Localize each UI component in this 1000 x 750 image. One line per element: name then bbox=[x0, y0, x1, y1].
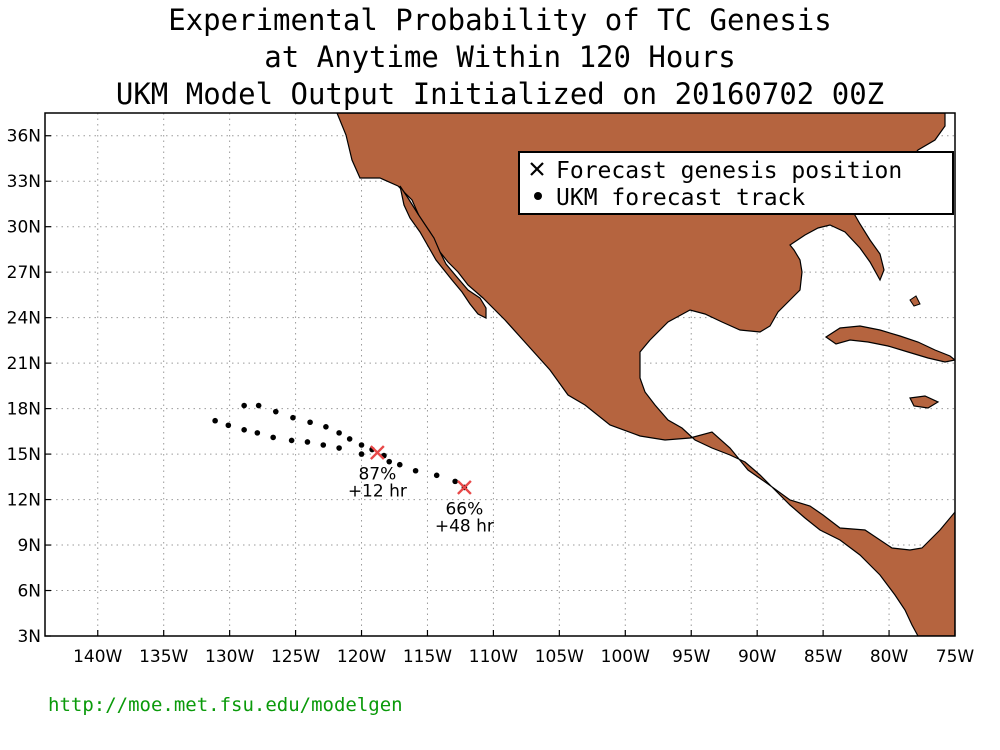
jamaica bbox=[909, 395, 940, 409]
track-point bbox=[255, 402, 262, 409]
cuba bbox=[824, 325, 955, 363]
x-tick-label: 130W bbox=[205, 647, 254, 667]
y-tick-label: 33N bbox=[7, 172, 41, 192]
x-tick-label: 75W bbox=[936, 647, 975, 667]
genesis-markers: 87%+12 hr 66%+48 hr bbox=[348, 445, 494, 536]
track-point bbox=[412, 467, 419, 474]
track-point bbox=[290, 414, 296, 421]
plot-frame bbox=[44, 112, 956, 637]
track-legend-icon bbox=[534, 192, 542, 200]
genesis-x-stroke bbox=[457, 480, 472, 495]
genesis-hour-label: +12 hr bbox=[348, 482, 407, 502]
track-point bbox=[433, 472, 440, 479]
x-tick-label: 95W bbox=[672, 647, 711, 667]
x-tick-label: 110W bbox=[469, 647, 518, 667]
title-line-2: at Anytime Within 120 Hours bbox=[264, 40, 736, 74]
track-point bbox=[212, 417, 218, 424]
x-tick-label: 115W bbox=[403, 647, 452, 667]
y-tick-label: 12N bbox=[7, 491, 41, 511]
title-line-1: Experimental Probability of TC Genesis bbox=[168, 3, 832, 37]
genesis-legend-icon bbox=[530, 162, 544, 176]
track-point bbox=[320, 442, 327, 448]
x-tick-label: 135W bbox=[139, 647, 188, 667]
footer-url[interactable]: http://moe.met.fsu.edu/modelgen bbox=[48, 694, 403, 716]
legend-track-label: UKM forecast track bbox=[556, 185, 805, 211]
baja-california bbox=[399, 185, 487, 319]
x-axis-ticks: 140W 135W 130W 125W 120W 115W 110W 105W 100W 95W 9… bbox=[73, 630, 974, 667]
track-point bbox=[304, 439, 311, 445]
title-line-3: UKM Model Output Initialized on 20160702… bbox=[115, 77, 885, 111]
track-point bbox=[323, 424, 329, 430]
x-tick-label: 80W bbox=[870, 647, 909, 667]
track-point bbox=[241, 402, 247, 409]
genesis-marker bbox=[457, 480, 472, 495]
track-point bbox=[386, 458, 393, 465]
legend: Forecast genesis position UKM forecast t… bbox=[518, 151, 954, 215]
y-tick-label: 3N bbox=[17, 627, 41, 647]
track-point bbox=[452, 478, 458, 485]
genesis-x-stroke bbox=[369, 445, 385, 460]
track-point bbox=[270, 434, 276, 441]
x-tick-label: 90W bbox=[738, 647, 777, 667]
track-point bbox=[225, 422, 232, 429]
x-tick-label: 105W bbox=[535, 647, 584, 667]
track-point bbox=[241, 427, 247, 433]
y-axis-ticks: 3N 6N 9N 12N 15N 18N 21N 24N 27N 30N 33N 36N bbox=[7, 127, 51, 647]
y-tick-label: 6N bbox=[17, 582, 41, 602]
y-tick-label: 36N bbox=[7, 127, 41, 147]
x-tick-label: 100W bbox=[601, 647, 650, 667]
track-point bbox=[307, 419, 313, 426]
bahamas bbox=[909, 295, 921, 307]
genesis-probability-label: 66% bbox=[445, 499, 483, 519]
track-point bbox=[346, 436, 353, 442]
legend-genesis-label: Forecast genesis position bbox=[556, 158, 902, 184]
y-tick-label: 9N bbox=[17, 536, 41, 556]
genesis-marker bbox=[369, 445, 385, 460]
track-point bbox=[336, 445, 342, 451]
x-tick-label: 120W bbox=[337, 647, 386, 667]
y-tick-label: 24N bbox=[7, 309, 41, 329]
track-point bbox=[358, 451, 365, 457]
y-tick-label: 15N bbox=[7, 445, 41, 465]
track-point bbox=[254, 430, 261, 436]
track-point bbox=[336, 430, 342, 436]
genesis-hour-label: +48 hr bbox=[435, 516, 494, 536]
x-tick-label: 140W bbox=[73, 647, 122, 667]
track-point bbox=[288, 437, 295, 444]
y-tick-label: 30N bbox=[7, 218, 41, 238]
y-tick-label: 27N bbox=[7, 263, 41, 283]
land-layer bbox=[336, 113, 955, 636]
track-point bbox=[358, 442, 365, 448]
track-point bbox=[396, 461, 403, 468]
y-tick-label: 21N bbox=[7, 354, 41, 374]
x-tick-label: 85W bbox=[804, 647, 843, 667]
north-america-landmass bbox=[336, 113, 955, 636]
track-point bbox=[272, 408, 279, 415]
genesis-probability-label: 87% bbox=[358, 465, 396, 485]
y-tick-label: 18N bbox=[7, 400, 41, 420]
x-tick-label: 125W bbox=[271, 647, 320, 667]
